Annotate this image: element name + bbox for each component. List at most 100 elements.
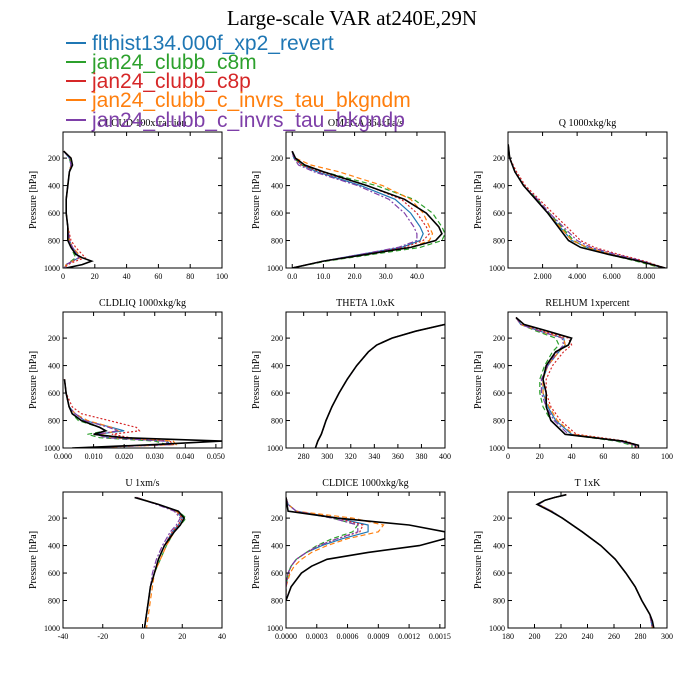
legend-entry: jan24_clubb_c8m bbox=[66, 51, 257, 74]
plot-frame bbox=[62, 491, 223, 629]
x-tick-label: 10.0 bbox=[316, 272, 330, 281]
y-tick-label: 1000 bbox=[267, 264, 283, 273]
panel-title: CLDLIQ 1000xkg/kg bbox=[99, 298, 186, 309]
y-tick-label: 1000 bbox=[44, 444, 60, 453]
x-tick-label: 40 bbox=[568, 452, 576, 461]
x-tick-label: 4.000 bbox=[568, 272, 586, 281]
x-tick-label: 40 bbox=[218, 632, 226, 641]
x-tick-label: 0.040 bbox=[176, 452, 194, 461]
legend-label: jan24_clubb_c8m bbox=[91, 51, 257, 74]
y-tick-label: 1000 bbox=[489, 624, 505, 633]
x-tick-label: 0.050 bbox=[207, 452, 225, 461]
series-line bbox=[286, 497, 385, 601]
series-line bbox=[515, 317, 636, 448]
series-line bbox=[63, 150, 80, 268]
series-line bbox=[63, 379, 222, 448]
y-tick-label: 200 bbox=[493, 154, 505, 163]
series-line bbox=[515, 316, 640, 448]
series-line bbox=[535, 493, 655, 628]
series-line bbox=[286, 497, 445, 601]
x-tick-label: 100 bbox=[216, 272, 228, 281]
series-line bbox=[515, 317, 636, 448]
x-tick-label: 300 bbox=[661, 632, 673, 641]
x-tick-label: 0.000 bbox=[54, 452, 72, 461]
x-tick-label: 300 bbox=[321, 452, 333, 461]
x-tick-label: 60 bbox=[599, 452, 607, 461]
plot-frame bbox=[62, 311, 223, 449]
legend-label: jan24_clubb_c_invrs_tau_bkgndp bbox=[91, 109, 405, 132]
y-tick-label: 600 bbox=[493, 209, 505, 218]
y-tick-label: 800 bbox=[48, 237, 60, 246]
legend-label: jan24_clubb_c_invrs_tau_bkgndm bbox=[91, 89, 411, 112]
x-tick-label: 20 bbox=[178, 632, 186, 641]
series-line bbox=[515, 317, 636, 448]
y-axis-label: Pressure [hPa] bbox=[473, 171, 484, 229]
y-tick-label: 600 bbox=[271, 209, 283, 218]
y-tick-label: 600 bbox=[493, 389, 505, 398]
x-tick-label: 20.0 bbox=[348, 272, 362, 281]
x-tick-label: 0.0006 bbox=[337, 632, 359, 641]
y-tick-label: 800 bbox=[271, 237, 283, 246]
series-group bbox=[314, 323, 445, 448]
plot-frame bbox=[285, 491, 446, 629]
panel-title: RELHUM 1xpercent bbox=[545, 298, 629, 309]
y-tick-label: 800 bbox=[493, 417, 505, 426]
x-tick-label: 20 bbox=[536, 452, 544, 461]
y-axis-label: Pressure [hPa] bbox=[473, 351, 484, 409]
x-tick-label: 0.030 bbox=[146, 452, 164, 461]
series-group bbox=[63, 150, 94, 268]
plot-frame bbox=[285, 311, 446, 449]
x-tick-label: 8.000 bbox=[637, 272, 655, 281]
series-group bbox=[63, 379, 222, 448]
panel-title: CLDICE 1000xkg/kg bbox=[322, 478, 408, 489]
series-line bbox=[314, 323, 445, 448]
panel-title: Q 1000xkg/kg bbox=[559, 118, 617, 129]
y-tick-label: 800 bbox=[271, 597, 283, 606]
y-tick-label: 600 bbox=[271, 569, 283, 578]
x-tick-label: 0.0000 bbox=[275, 632, 297, 641]
series-line bbox=[63, 150, 82, 268]
figure-title: Large-scale VAR at240E,29N bbox=[227, 6, 477, 30]
y-tick-label: 800 bbox=[48, 597, 60, 606]
x-tick-label: 0 bbox=[141, 632, 145, 641]
panel-title: CLOUD 100xfraction bbox=[98, 118, 186, 129]
x-tick-label: 80 bbox=[186, 272, 194, 281]
series-line bbox=[291, 151, 445, 268]
x-tick-label: 100 bbox=[661, 452, 673, 461]
x-tick-label: 260 bbox=[608, 632, 620, 641]
x-tick-label: 200 bbox=[529, 632, 541, 641]
series-line bbox=[63, 379, 175, 448]
x-tick-label: -40 bbox=[58, 632, 69, 641]
series-group bbox=[291, 150, 445, 268]
y-tick-label: 1000 bbox=[489, 264, 505, 273]
x-tick-label: 2.000 bbox=[534, 272, 552, 281]
y-tick-label: 200 bbox=[493, 334, 505, 343]
series-line bbox=[508, 144, 666, 268]
chart-panel: 200 400 600 800 1000 0.0 10.0 20.0 30.0 40.0 OMEGA… bbox=[251, 118, 446, 281]
panel-title: OMEGA 864xPa/s bbox=[328, 118, 403, 129]
x-tick-label: 240 bbox=[582, 632, 594, 641]
y-tick-label: 400 bbox=[48, 362, 60, 371]
x-tick-label: 0.0015 bbox=[429, 632, 451, 641]
x-tick-label: 40.0 bbox=[410, 272, 424, 281]
chart-panel: 200 400 600 800 1000-40 -20 0 20 40 U 1xm/s Pressu… bbox=[28, 478, 226, 641]
series-group bbox=[286, 497, 445, 601]
chart-panel: 200 400 600 800 1000 280 300 320 340 360 380 400 THE… bbox=[251, 298, 451, 461]
x-tick-label: 0.020 bbox=[115, 452, 133, 461]
y-tick-label: 400 bbox=[48, 542, 60, 551]
x-tick-label: 380 bbox=[415, 452, 427, 461]
panel-title: THETA 1.0xK bbox=[336, 298, 395, 309]
y-tick-label: 200 bbox=[271, 154, 283, 163]
y-tick-label: 600 bbox=[271, 389, 283, 398]
y-tick-label: 200 bbox=[493, 514, 505, 523]
x-tick-label: 0 bbox=[61, 272, 65, 281]
legend-label: jan24_clubb_c8p bbox=[91, 70, 251, 93]
legend: flthist134.000f_xp2_revert jan24_clubb_c… bbox=[66, 32, 411, 132]
y-tick-label: 600 bbox=[48, 569, 60, 578]
y-tick-label: 800 bbox=[48, 417, 60, 426]
y-tick-label: 800 bbox=[271, 417, 283, 426]
